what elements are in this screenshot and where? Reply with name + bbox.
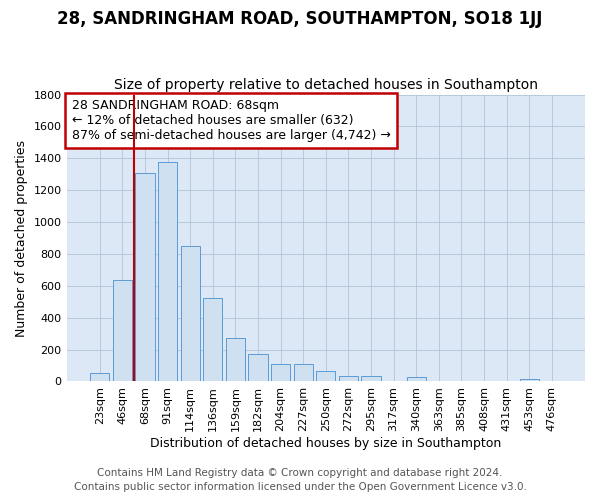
Bar bbox=[407, 377, 426, 382]
Bar bbox=[203, 298, 223, 382]
Bar bbox=[339, 376, 358, 382]
Y-axis label: Number of detached properties: Number of detached properties bbox=[15, 140, 28, 336]
Bar bbox=[248, 354, 268, 382]
Bar bbox=[226, 338, 245, 382]
X-axis label: Distribution of detached houses by size in Southampton: Distribution of detached houses by size … bbox=[150, 437, 502, 450]
Bar bbox=[293, 364, 313, 382]
Text: Contains HM Land Registry data © Crown copyright and database right 2024.
Contai: Contains HM Land Registry data © Crown c… bbox=[74, 468, 526, 492]
Bar bbox=[271, 364, 290, 382]
Bar bbox=[158, 162, 177, 382]
Text: 28, SANDRINGHAM ROAD, SOUTHAMPTON, SO18 1JJ: 28, SANDRINGHAM ROAD, SOUTHAMPTON, SO18 … bbox=[58, 10, 542, 28]
Bar bbox=[136, 172, 155, 382]
Bar bbox=[90, 372, 109, 382]
Title: Size of property relative to detached houses in Southampton: Size of property relative to detached ho… bbox=[114, 78, 538, 92]
Bar bbox=[520, 378, 539, 382]
Bar bbox=[316, 371, 335, 382]
Bar bbox=[181, 246, 200, 382]
Text: 28 SANDRINGHAM ROAD: 68sqm
← 12% of detached houses are smaller (632)
87% of sem: 28 SANDRINGHAM ROAD: 68sqm ← 12% of deta… bbox=[72, 99, 391, 142]
Bar bbox=[361, 376, 380, 382]
Bar bbox=[113, 280, 132, 382]
